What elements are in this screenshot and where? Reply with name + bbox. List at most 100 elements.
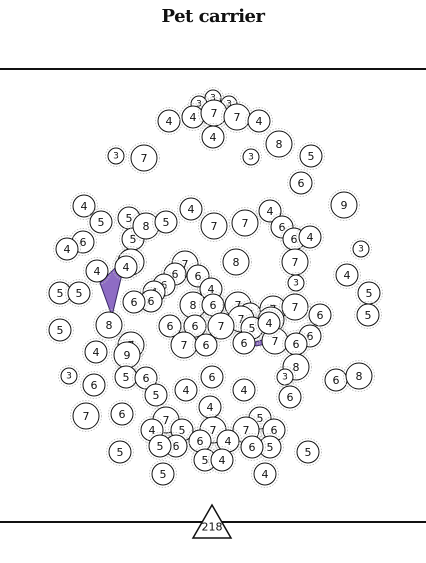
number-piece[interactable]: 4 — [70, 192, 98, 220]
piece-circle — [85, 259, 109, 283]
number-piece[interactable]: 5 — [146, 432, 174, 460]
piece-number: 6 — [172, 268, 179, 281]
piece-circle — [130, 144, 158, 172]
number-pieces: 3333447744738564555854774664936478773454… — [46, 87, 383, 488]
number-piece[interactable]: 7 — [205, 310, 237, 342]
number-piece[interactable]: 5 — [106, 438, 134, 466]
piece-circle — [281, 293, 309, 321]
piece-number: 6 — [195, 270, 202, 283]
piece-number: 7 — [182, 258, 189, 271]
number-piece[interactable]: 4 — [83, 257, 111, 285]
number-piece[interactable]: 7 — [229, 207, 261, 239]
piece-number: 6 — [91, 379, 98, 392]
number-piece[interactable]: 8 — [130, 210, 162, 242]
piece-circle — [55, 237, 79, 261]
piece-circle — [200, 365, 224, 389]
number-piece[interactable]: 8 — [343, 360, 375, 392]
piece-number: 5 — [267, 441, 274, 454]
number-piece[interactable]: 6 — [120, 288, 148, 316]
number-piece[interactable]: 8 — [93, 309, 125, 341]
number-piece[interactable]: 6 — [198, 363, 226, 391]
triangle-marker — [191, 503, 233, 539]
piece-halo — [83, 257, 111, 285]
piece-halo — [251, 460, 279, 488]
number-piece[interactable]: 4 — [333, 261, 361, 289]
piece-halo — [112, 253, 140, 281]
number-piece[interactable]: 6 — [192, 331, 220, 359]
number-piece[interactable]: 7 — [279, 291, 311, 323]
piece-circle — [110, 402, 134, 426]
number-piece[interactable]: 4 — [255, 309, 283, 337]
number-piece[interactable]: 7 — [198, 210, 230, 242]
piece-number: 5 — [308, 150, 315, 163]
piece-number: 3 — [293, 279, 299, 289]
number-piece[interactable]: 4 — [245, 107, 273, 135]
number-piece[interactable]: 7 — [128, 142, 160, 174]
number-piece[interactable]: 7 — [221, 101, 253, 133]
number-piece[interactable]: 9 — [328, 189, 360, 221]
number-piece[interactable]: 5 — [152, 208, 180, 236]
number-piece[interactable]: 5 — [46, 279, 74, 307]
piece-number: 7 — [218, 320, 225, 333]
piece-number: 5 — [249, 322, 256, 335]
number-piece[interactable]: 7 — [70, 400, 102, 432]
number-piece[interactable]: 6 — [287, 169, 315, 197]
number-piece[interactable]: 6 — [80, 371, 108, 399]
number-piece[interactable]: 4 — [172, 376, 200, 404]
number-piece[interactable]: 8 — [220, 246, 252, 278]
number-piece[interactable]: 5 — [294, 438, 322, 466]
piece-circle — [276, 368, 294, 386]
number-piece[interactable]: 4 — [199, 123, 227, 151]
piece-number: 4 — [256, 115, 263, 128]
number-piece[interactable]: 5 — [354, 301, 382, 329]
piece-number: 3 — [66, 372, 72, 382]
piece-number: 7 — [292, 301, 299, 314]
number-piece[interactable]: 5 — [65, 279, 93, 307]
piece-halo — [128, 142, 160, 174]
number-piece[interactable]: 4 — [251, 460, 279, 488]
number-piece[interactable]: 6 — [238, 433, 266, 461]
piece-number: 5 — [98, 216, 105, 229]
number-piece[interactable]: 3 — [285, 272, 307, 294]
piece-halo — [192, 331, 220, 359]
number-piece[interactable]: 4 — [155, 107, 183, 135]
piece-circle — [200, 212, 228, 240]
piece-number: 8 — [276, 138, 283, 151]
piece-halo — [149, 460, 177, 488]
number-piece[interactable]: 4 — [112, 253, 140, 281]
number-piece[interactable]: 3 — [58, 365, 80, 387]
number-piece[interactable]: 3 — [350, 238, 372, 260]
number-piece[interactable]: 5 — [87, 208, 115, 236]
number-piece[interactable]: 4 — [208, 446, 236, 474]
piece-number: 7 — [242, 217, 249, 230]
piece-circle — [287, 274, 305, 292]
number-piece[interactable]: 6 — [230, 329, 258, 357]
number-piece[interactable]: 5 — [297, 142, 325, 170]
number-piece[interactable]: 4 — [230, 376, 258, 404]
piece-number: 4 — [64, 243, 71, 256]
number-piece[interactable]: 4 — [196, 393, 224, 421]
number-piece[interactable]: 3 — [240, 146, 262, 168]
number-piece[interactable]: 4 — [296, 223, 324, 251]
piece-circle — [154, 210, 178, 234]
number-piece[interactable]: 4 — [256, 197, 284, 225]
number-piece[interactable]: 6 — [306, 301, 334, 329]
piece-number: 3 — [282, 373, 288, 383]
piece-number: 6 — [210, 299, 217, 312]
number-piece[interactable]: 5 — [142, 381, 170, 409]
number-piece[interactable]: 3 — [105, 145, 127, 167]
piece-halo — [296, 223, 324, 251]
number-piece[interactable]: 5 — [355, 279, 383, 307]
number-piece[interactable]: 5 — [149, 460, 177, 488]
top-rule — [0, 68, 426, 70]
number-piece[interactable]: 5 — [46, 316, 74, 344]
number-piece[interactable]: 8 — [263, 128, 295, 160]
piece-circle — [240, 435, 264, 459]
number-piece[interactable]: 6 — [108, 400, 136, 428]
number-piece[interactable]: 4 — [177, 195, 205, 223]
number-piece[interactable]: 4 — [82, 338, 110, 366]
number-piece[interactable]: 6 — [276, 383, 304, 411]
number-piece[interactable]: 6 — [322, 366, 350, 394]
number-piece[interactable]: 4 — [53, 235, 81, 263]
piece-number: 4 — [344, 269, 351, 282]
